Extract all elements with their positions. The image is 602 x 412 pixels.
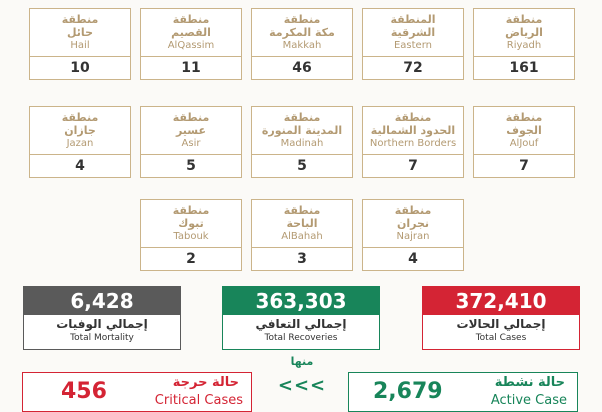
region-count: 7	[408, 158, 418, 174]
region-name-en: Najran	[396, 231, 430, 242]
critical-cases-label-en: Critical Cases	[154, 393, 243, 408]
region-name-en: Northern Borders	[369, 138, 457, 149]
critical-cases-box: 456 حالة حرجة Critical Cases	[22, 372, 252, 412]
region-count: 2	[186, 251, 196, 267]
region-label-ar: منطقة	[172, 111, 210, 124]
critical-cases-value: 456	[61, 379, 107, 404]
region-card-hail: منطقة حائل Hail 10	[29, 8, 131, 80]
total-cases-card: 372,410 إجمالي الحالات Total Cases	[422, 286, 580, 350]
region-name-en: AlJouf	[509, 138, 539, 149]
total-mortality-label-en: Total Mortality	[70, 333, 134, 343]
region-name-ar: عسير	[175, 124, 207, 137]
region-card-makkah: منطقة مكة المكرمة Makkah 46	[251, 8, 353, 80]
region-name-ar: نجران	[396, 217, 430, 230]
region-name-ar: حائل	[66, 26, 93, 39]
region-name-en: Makkah	[282, 40, 322, 51]
total-recoveries-label-en: Total Recoveries	[264, 333, 338, 343]
region-label-ar: منطقة	[505, 111, 543, 124]
region-name-en: Jazan	[66, 138, 94, 149]
region-name-ar: القصيم	[171, 26, 211, 39]
region-card-alqassim: منطقة القصيم AlQassim 11	[140, 8, 242, 80]
total-mortality-label-ar: إجمالي الوفيات	[56, 317, 148, 331]
region-card-najran: منطقة نجران Najran 4	[362, 199, 464, 271]
total-cases-label-en: Total Cases	[475, 333, 527, 343]
region-count: 11	[181, 60, 201, 76]
region-count: 10	[70, 60, 90, 76]
active-cases-value: 2,679	[373, 379, 443, 404]
region-name-en: Tabouk	[173, 231, 209, 242]
region-name-ar: الشرقية	[390, 26, 436, 39]
region-card-northern-borders: منطقة الحدود الشمالية Northern Borders 7	[362, 106, 464, 178]
total-mortality-value: 6,428	[24, 287, 180, 315]
region-card-asir: منطقة عسير Asir 5	[140, 106, 242, 178]
region-name-en: Riyadh	[506, 40, 542, 51]
total-cases-value: 372,410	[423, 287, 579, 315]
region-count: 161	[509, 60, 539, 76]
region-label-ar: منطقة	[394, 111, 432, 124]
region-card-eastern: المنطقة الشرقية Eastern 72	[362, 8, 464, 80]
region-label-ar: منطقة	[61, 111, 99, 124]
region-label-ar: المنطقة	[390, 13, 436, 26]
region-card-jazan: منطقة جازان Jazan 4	[29, 106, 131, 178]
region-label-ar: منطقة	[61, 13, 99, 26]
total-recoveries-label-ar: إجمالي التعافي	[255, 317, 347, 331]
region-count: 4	[408, 251, 418, 267]
region-name-en: Asir	[181, 138, 201, 149]
region-label-ar: منطقة	[172, 204, 210, 217]
region-name-ar: مكة المكرمة	[269, 26, 335, 39]
region-count: 7	[519, 158, 529, 174]
of-which-label: منها	[290, 355, 314, 368]
critical-cases-label-ar: حالة حرجة	[172, 375, 239, 390]
region-card-madinah: منطقة المدينة المنورة Madinah 5	[251, 106, 353, 178]
total-recoveries-value: 363,303	[223, 287, 379, 315]
region-label-ar: منطقة	[172, 13, 210, 26]
region-count: 5	[297, 158, 307, 174]
region-name-en: Eastern	[393, 40, 432, 51]
active-cases-label-en: Active Case	[490, 393, 567, 408]
region-card-albahah: منطقة الباحة AlBahah 3	[251, 199, 353, 271]
region-card-tabouk: منطقة تبوك Tabouk 2	[140, 199, 242, 271]
total-cases-label-ar: إجمالي الحالات	[456, 317, 546, 331]
region-label-ar: منطقة	[505, 13, 543, 26]
region-card-aljouf: منطقة الجوف AlJouf 7	[473, 106, 575, 178]
region-count: 5	[186, 158, 196, 174]
region-name-en: AlBahah	[281, 231, 323, 242]
total-recoveries-card: 363,303 إجمالي التعافي Total Recoveries	[222, 286, 380, 350]
region-count: 72	[403, 60, 423, 76]
region-card-riyadh: منطقة الرياض Riyadh 161	[473, 8, 575, 80]
left-arrows-icon: <<<	[277, 375, 327, 396]
region-label-ar: منطقة	[283, 13, 321, 26]
region-name-ar: الحدود الشمالية	[370, 124, 456, 137]
region-label-ar: منطقة	[283, 204, 321, 217]
region-name-en: AlQassim	[167, 40, 215, 51]
region-name-ar: الجوف	[506, 124, 542, 137]
active-cases-label-ar: حالة نشطة	[494, 375, 565, 390]
region-count: 4	[75, 158, 85, 174]
region-name-ar: الرياض	[505, 26, 543, 39]
region-name-ar: المدينة المنورة	[261, 124, 343, 137]
region-count: 3	[297, 251, 307, 267]
region-name-en: Madinah	[280, 138, 324, 149]
region-name-en: Hail	[70, 40, 90, 51]
region-label-ar: منطقة	[394, 204, 432, 217]
total-mortality-card: 6,428 إجمالي الوفيات Total Mortality	[23, 286, 181, 350]
region-label-ar: منطقة	[283, 111, 321, 124]
region-name-ar: الباحة	[286, 217, 318, 230]
region-name-ar: جازان	[64, 124, 96, 137]
active-cases-box: 2,679 حالة نشطة Active Case	[348, 372, 578, 412]
region-count: 46	[292, 60, 312, 76]
region-name-ar: تبوك	[178, 217, 204, 230]
